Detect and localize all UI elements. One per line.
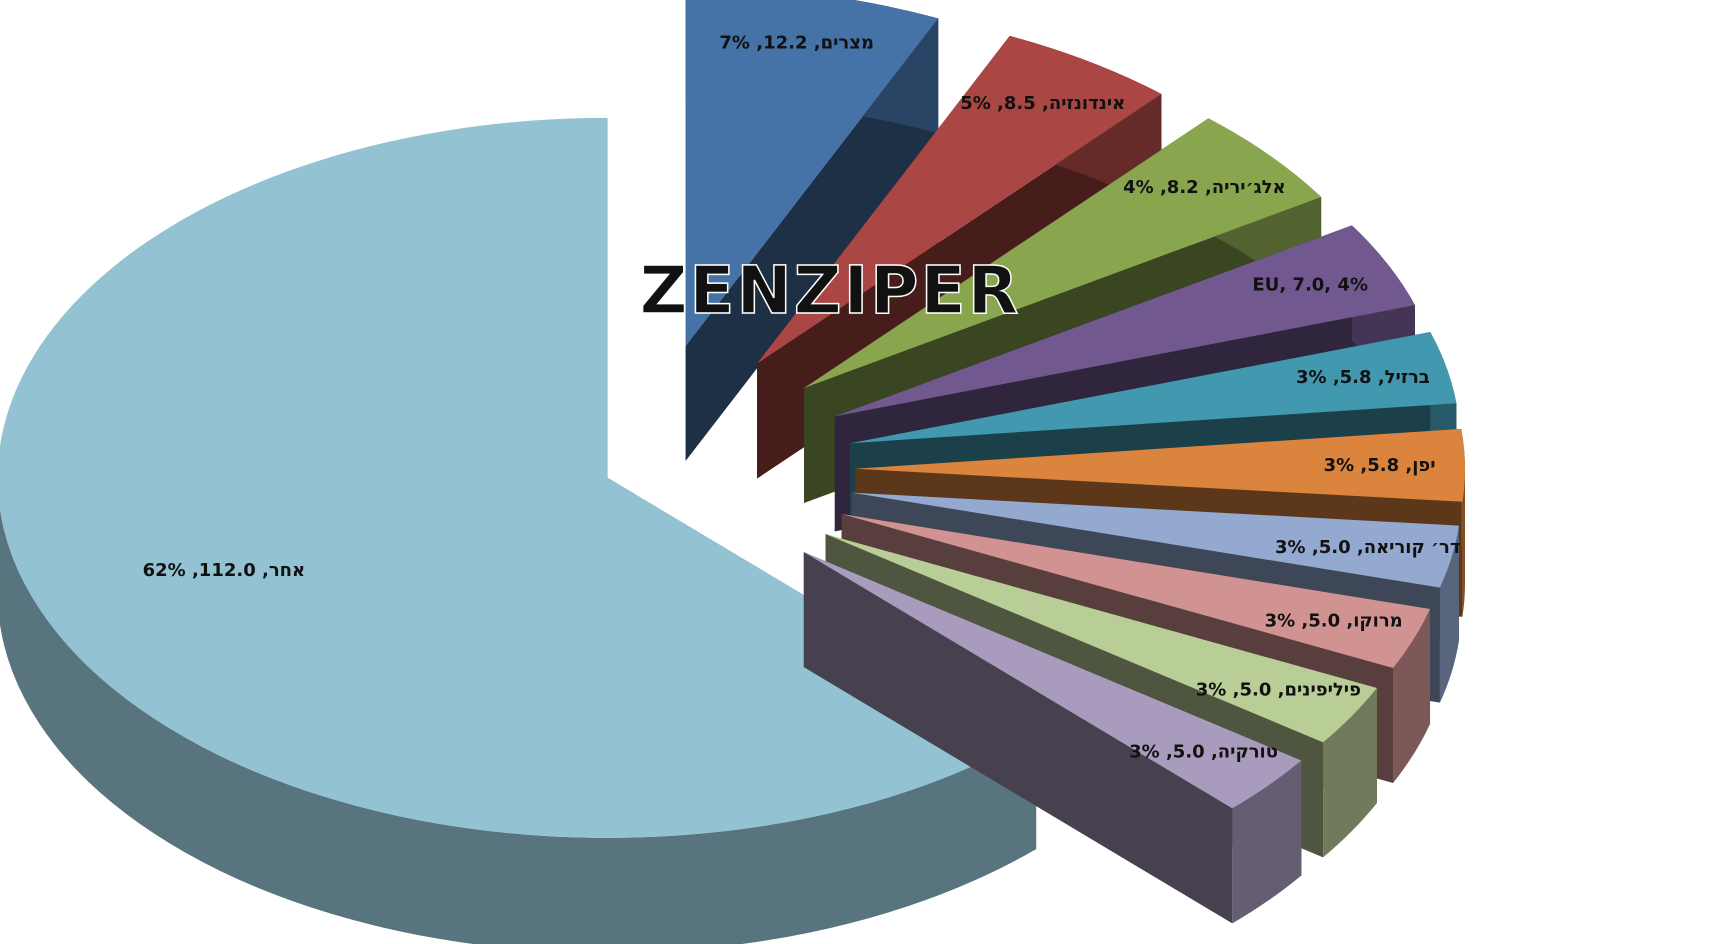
data-label: טורקיה, 5.0, 3% [1129,742,1278,763]
slice [803,552,1302,809]
slice-wall [1232,760,1302,924]
data-label: ברזיל, 5.8, 3% [1296,367,1430,388]
slice [841,514,1431,668]
slice-wall [1393,608,1431,783]
pie [0,0,1465,944]
slice [850,331,1457,444]
slice [757,35,1162,364]
slice [851,492,1459,588]
slice-side [685,18,939,461]
watermark: ZENZIPER [640,252,1021,329]
data-label: אלג׳יריה, 8.2, 4% [1123,177,1286,198]
data-label: דר׳ קוריאה, 5.0, 3% [1275,537,1460,558]
slice-side [803,552,1233,924]
slice-wall [1323,688,1377,858]
data-label: פיליפינים, 5.0, 3% [1196,679,1361,700]
data-label: אחר, 112.0, 62% [143,560,306,581]
slice [834,225,1415,417]
data-label: מרוקו, 5.0, 3% [1265,610,1403,631]
data-label: מצרים, 12.2, 7% [719,32,874,53]
data-label: אינדונזיה, 8.5, 5% [960,93,1125,114]
slice-wall [0,509,1037,944]
slice-wall [1439,525,1459,703]
data-label: יפן, 5.8, 3% [1324,455,1436,476]
data-label: EU, 7.0, 4% [1252,274,1368,295]
labels: מצרים, 12.2, 7% אינדונזיה, 8.5, 5% אלג׳ירי… [143,32,1461,762]
slice [685,0,939,346]
slice [804,118,1322,388]
slice [854,428,1465,502]
slice [825,534,1377,743]
slice [0,117,1037,838]
